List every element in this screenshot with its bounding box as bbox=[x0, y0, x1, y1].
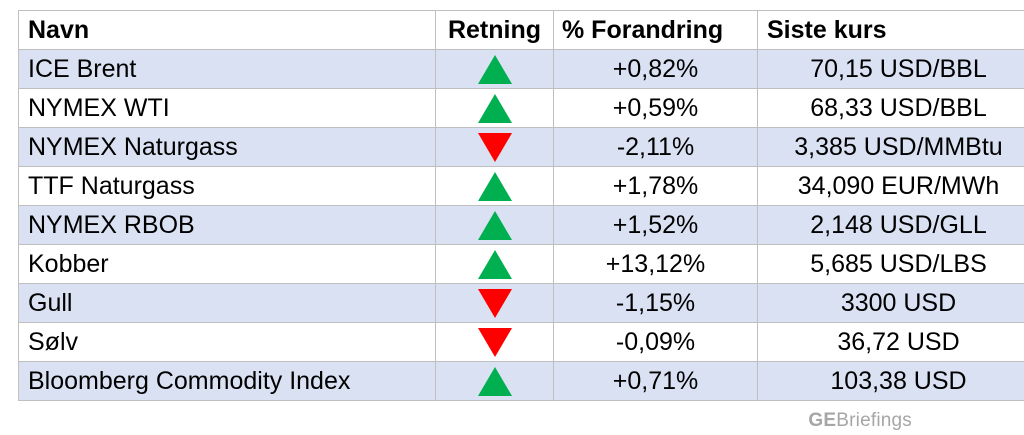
arrow-up-icon bbox=[477, 210, 512, 240]
row-change: -1,15% bbox=[553, 283, 758, 323]
row-direction bbox=[435, 166, 554, 206]
row-change: +1,78% bbox=[553, 166, 758, 206]
arrow-up-icon bbox=[477, 249, 512, 279]
header-price: Siste kurs bbox=[757, 10, 1024, 50]
row-direction bbox=[435, 322, 554, 362]
row-name: TTF Naturgass bbox=[18, 166, 436, 206]
arrow-down-icon bbox=[477, 132, 512, 162]
row-price: 36,72 USD bbox=[757, 322, 1024, 362]
row-direction bbox=[435, 205, 554, 245]
commodity-table: Navn Retning % Forandring Siste kurs ICE… bbox=[18, 10, 1024, 401]
row-change: -2,11% bbox=[553, 127, 758, 167]
table-row: Sølv -0,09% 36,72 USD bbox=[18, 322, 1024, 362]
row-price: 103,38 USD bbox=[757, 361, 1024, 401]
row-direction bbox=[435, 88, 554, 128]
row-name: Kobber bbox=[18, 244, 436, 284]
row-price: 68,33 USD/BBL bbox=[757, 88, 1024, 128]
row-price: 3300 USD bbox=[757, 283, 1024, 323]
watermark-logo: GEBriefings bbox=[808, 410, 912, 432]
arrow-down-icon bbox=[477, 288, 512, 318]
row-name: NYMEX Naturgass bbox=[18, 127, 436, 167]
table-row: Kobber +13,12% 5,685 USD/LBS bbox=[18, 244, 1024, 284]
arrow-up-icon bbox=[477, 54, 512, 84]
arrow-up-icon bbox=[477, 93, 512, 123]
header-name: Navn bbox=[18, 10, 436, 50]
row-price: 2,148 USD/GLL bbox=[757, 205, 1024, 245]
row-name: NYMEX WTI bbox=[18, 88, 436, 128]
row-direction bbox=[435, 244, 554, 284]
row-price: 5,685 USD/LBS bbox=[757, 244, 1024, 284]
table-row: ICE Brent +0,82% 70,15 USD/BBL bbox=[18, 49, 1024, 89]
row-name: Sølv bbox=[18, 322, 436, 362]
row-change: +0,82% bbox=[553, 49, 758, 89]
table-row: Bloomberg Commodity Index +0,71% 103,38 US… bbox=[18, 361, 1024, 401]
row-price: 3,385 USD/MMBtu bbox=[757, 127, 1024, 167]
header-direction: Retning bbox=[435, 10, 554, 50]
row-change: +0,71% bbox=[553, 361, 758, 401]
row-change: +13,12% bbox=[553, 244, 758, 284]
arrow-up-icon bbox=[477, 171, 512, 201]
row-price: 34,090 EUR/MWh bbox=[757, 166, 1024, 206]
row-change: +0,59% bbox=[553, 88, 758, 128]
arrow-down-icon bbox=[477, 327, 512, 357]
row-direction bbox=[435, 283, 554, 323]
table-row: NYMEX Naturgass -2,11% 3,385 USD/MMBtu bbox=[18, 127, 1024, 167]
table-row: TTF Naturgass +1,78% 34,090 EUR/MWh bbox=[18, 166, 1024, 206]
watermark-suffix: Briefings bbox=[836, 410, 912, 431]
table-row: Gull -1,15% 3300 USD bbox=[18, 283, 1024, 323]
row-name: Bloomberg Commodity Index bbox=[18, 361, 436, 401]
row-change: -0,09% bbox=[553, 322, 758, 362]
row-change: +1,52% bbox=[553, 205, 758, 245]
row-direction bbox=[435, 361, 554, 401]
watermark-prefix: GE bbox=[808, 410, 837, 431]
row-name: ICE Brent bbox=[18, 49, 436, 89]
row-name: NYMEX RBOB bbox=[18, 205, 436, 245]
table-row: NYMEX WTI +0,59% 68,33 USD/BBL bbox=[18, 88, 1024, 128]
row-direction bbox=[435, 127, 554, 167]
header-row: Navn Retning % Forandring Siste kurs bbox=[18, 10, 1024, 50]
row-direction bbox=[435, 49, 554, 89]
header-change: % Forandring bbox=[553, 10, 758, 50]
row-name: Gull bbox=[18, 283, 436, 323]
table-row: NYMEX RBOB +1,52% 2,148 USD/GLL bbox=[18, 205, 1024, 245]
row-price: 70,15 USD/BBL bbox=[757, 49, 1024, 89]
arrow-up-icon bbox=[477, 366, 512, 396]
